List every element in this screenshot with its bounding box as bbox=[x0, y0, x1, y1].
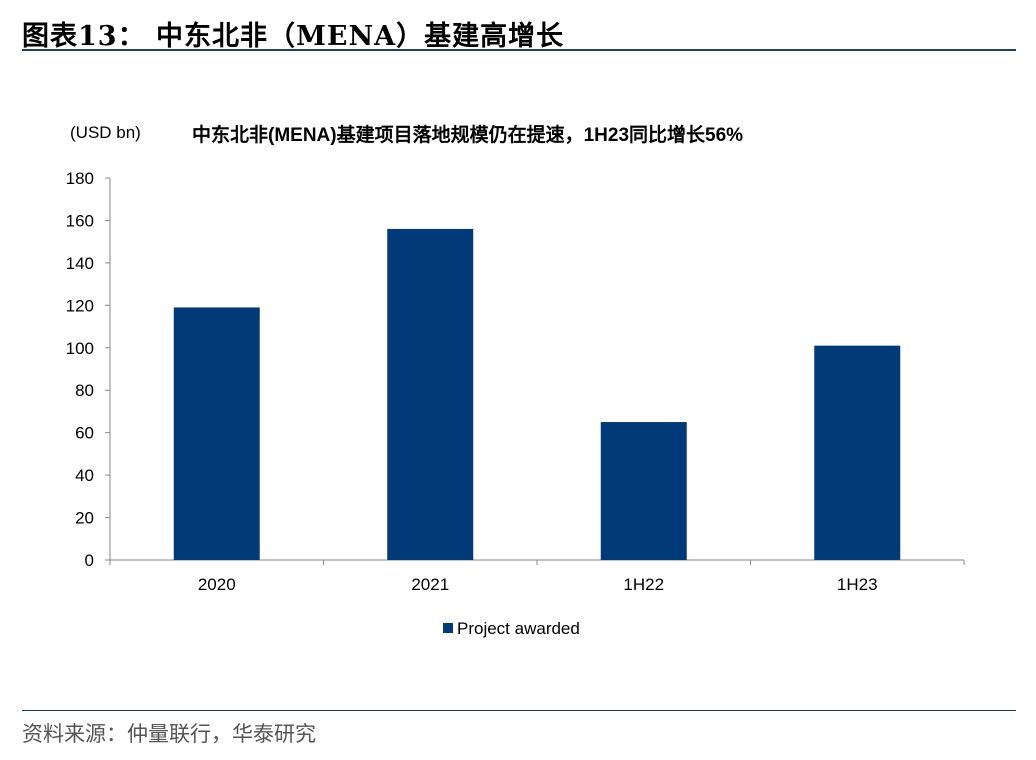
x-tick-label: 1H22 bbox=[623, 575, 664, 594]
y-tick-label: 80 bbox=[75, 381, 94, 400]
y-tick-label: 20 bbox=[75, 509, 94, 528]
figure-caption: 图表13： 中东北非（MENA）基建高增长 bbox=[22, 21, 565, 52]
y-tick-label: 40 bbox=[75, 466, 94, 485]
x-tick-label: 2021 bbox=[411, 575, 449, 594]
bar-2020 bbox=[173, 307, 260, 560]
bar-1h22 bbox=[600, 422, 687, 560]
unit-label: (USD bn) bbox=[70, 123, 141, 142]
y-tick-label: 0 bbox=[85, 551, 94, 570]
y-tick-label: 100 bbox=[66, 339, 94, 358]
legend-label: Project awarded bbox=[457, 619, 580, 638]
bar-1h23 bbox=[814, 345, 901, 560]
footer-rule bbox=[22, 710, 1016, 711]
legend-swatch bbox=[443, 623, 453, 633]
bar-2021 bbox=[387, 228, 474, 560]
y-tick-label: 140 bbox=[66, 254, 94, 273]
y-tick-label: 60 bbox=[75, 424, 94, 443]
source-note: 资料来源：仲量联行，华泰研究 bbox=[22, 722, 316, 746]
x-tick-label: 1H23 bbox=[837, 575, 878, 594]
header-rule bbox=[22, 49, 1016, 51]
chart-title: 中东北非(MENA)基建项目落地规模仍在提速，1H23同比增长56% bbox=[192, 123, 743, 146]
bar-chart: (USD bn) 中东北非(MENA)基建项目落地规模仍在提速，1H23同比增长5… bbox=[66, 123, 965, 638]
y-tick-label: 120 bbox=[66, 296, 94, 315]
y-tick-label: 180 bbox=[66, 169, 94, 188]
y-tick-label: 160 bbox=[66, 211, 94, 230]
x-tick-label: 2020 bbox=[198, 575, 236, 594]
figure-header: 图表13： 中东北非（MENA）基建高增长 bbox=[22, 10, 1016, 52]
